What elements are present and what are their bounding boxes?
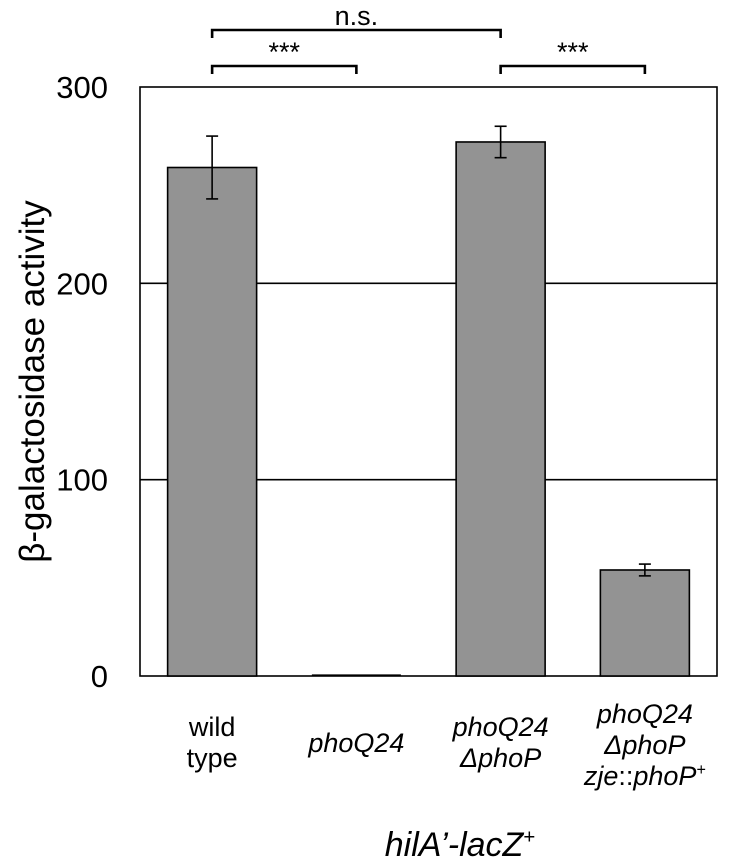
x-tick-label-part: wild xyxy=(188,712,236,742)
x-tick-label: wild type xyxy=(127,712,297,774)
y-tick-label: 0 xyxy=(91,659,108,694)
x-tick-label-line: ΔphoP xyxy=(416,743,586,774)
x-tick-label: phoQ24 ΔphoP zje::phoP+ xyxy=(560,699,730,792)
x-tick-label-line: zje::phoP+ xyxy=(560,761,730,792)
x-tick-label-part: :: xyxy=(618,760,634,791)
x-tick-label-part: ΔphoP xyxy=(460,743,542,773)
bar xyxy=(455,141,546,677)
x-tick-label: phoQ24 xyxy=(271,728,441,759)
y-tick-label: 100 xyxy=(56,463,108,498)
y-tick-label: 300 xyxy=(56,70,108,105)
y-axis-title: β-galactosidase activity xyxy=(13,200,52,563)
significance-bracket xyxy=(210,28,502,38)
x-tick-label-part: phoQ24 xyxy=(452,712,549,742)
bar xyxy=(599,569,691,677)
significance-bracket xyxy=(210,64,358,74)
significance-label: n.s. xyxy=(335,1,379,31)
bar xyxy=(166,166,258,677)
x-tick-label-line: phoQ24 xyxy=(271,728,441,759)
x-tick-label-line: phoQ24 xyxy=(560,699,730,730)
significance-label: *** xyxy=(268,37,300,67)
x-tick-label-line: type xyxy=(127,743,297,774)
x-tick-label-part: zje xyxy=(583,760,619,791)
x-tick-label-part: phoP xyxy=(633,760,697,791)
x-axis-title: hilA’-lacZ+ xyxy=(330,826,590,865)
x-tick-label-line: wild xyxy=(127,712,297,743)
significance-bracket xyxy=(499,64,647,74)
plot-frame xyxy=(139,86,718,677)
x-tick-label: phoQ24 ΔphoP xyxy=(416,712,586,774)
x-tick-label-line: ΔphoP xyxy=(560,730,730,761)
x-tick-label-line: phoQ24 xyxy=(416,712,586,743)
x-tick-label-part: type xyxy=(186,743,238,773)
x-tick-label-part: + xyxy=(696,760,706,779)
x-tick-label-part: phoQ24 xyxy=(308,727,405,758)
x-axis-title-superscript: + xyxy=(523,826,536,849)
significance-label: *** xyxy=(557,37,589,67)
x-axis-title-main: hilA’-lacZ xyxy=(384,826,524,864)
y-tick-label: 200 xyxy=(56,266,108,301)
x-tick-label-part: phoQ24 xyxy=(596,698,693,729)
x-tick-label-part: ΔphoP xyxy=(604,729,686,760)
